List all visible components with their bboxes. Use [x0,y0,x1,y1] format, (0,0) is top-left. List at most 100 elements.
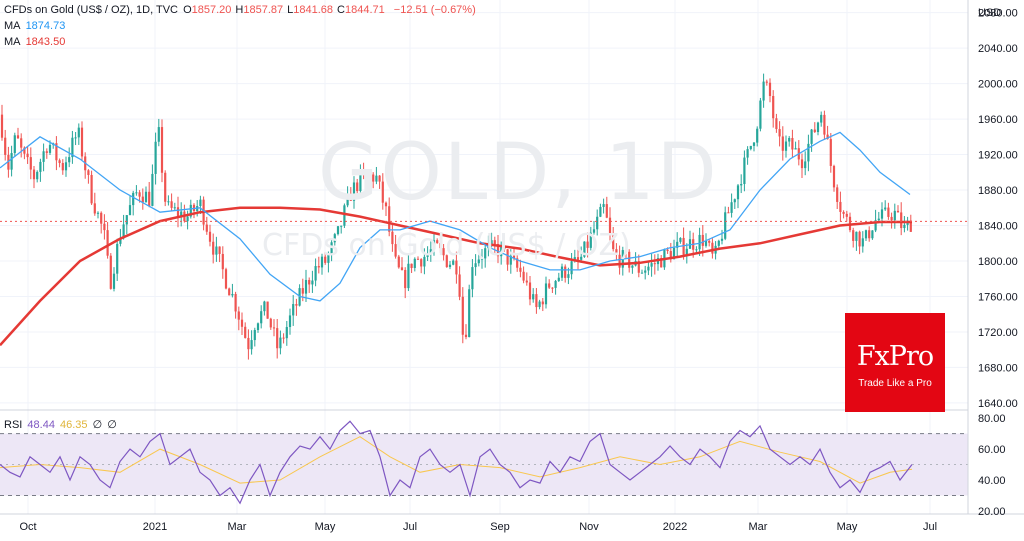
candle [650,253,653,277]
candle [394,234,397,259]
candle [122,214,125,240]
candle [535,288,538,314]
candle [365,170,368,176]
time-tick: May [315,521,336,533]
candle [548,279,551,290]
candle [359,164,362,198]
candle [87,169,90,184]
candle [564,264,567,283]
price-tick: 1840.00 [978,221,1018,233]
candle [586,232,589,258]
candle [455,251,458,284]
candle [125,215,128,235]
candle [644,265,647,280]
candle [775,113,778,133]
candle [330,238,333,262]
candle [7,146,10,178]
rsi-band [0,433,968,496]
ma-fast-label: MA [4,20,21,32]
candle [439,236,442,253]
ma-slow-legend[interactable]: MA 1843.50 [4,36,67,48]
rsi-axis[interactable]: 80.00 60.00 40.00 20.00 [978,413,1006,518]
candle [685,243,688,264]
candle [839,191,842,222]
ma-slow-label: MA [4,36,21,48]
candle [602,198,605,214]
price-tick: 1640.00 [978,398,1018,410]
candle [109,253,112,290]
price-tick: 2000.00 [978,79,1018,91]
candle [516,253,519,272]
time-gridlines [27,0,931,514]
candle [900,202,903,236]
candle [186,210,189,230]
candle [589,226,592,251]
candle [445,254,448,268]
candle [237,306,240,331]
candle [836,184,839,210]
candle [522,266,525,284]
candle [410,263,413,273]
candle [781,126,784,161]
candle [84,152,87,179]
candle [4,129,7,161]
candle [660,255,663,268]
candle [231,283,234,298]
candle [576,249,580,270]
rsi-legend[interactable]: RSI 48.44 46.35 ∅ ∅ [4,418,119,431]
rsi-tick: 20.00 [978,506,1006,518]
logo-tagline: Trade Like a Pro [858,378,932,389]
candle [135,185,138,196]
ohlc-c: C1844.71 [337,4,385,16]
logo-brand: FxPro [856,341,934,372]
candle [800,153,804,178]
ohlc-o: O1857.20 [183,4,232,16]
candle [784,135,788,158]
candle [580,246,583,263]
candle [823,110,826,140]
candle [858,230,861,255]
candle [304,269,308,303]
candle [746,146,749,165]
price-axis[interactable]: 2080.00 2040.00 2000.00 1960.00 1920.00 1880.… [978,8,1018,410]
rsi-extra-1: ∅ [92,419,103,431]
candle [336,226,340,236]
candle [10,145,13,177]
candle [816,121,820,136]
ma-slow-value: 1843.50 [25,36,66,48]
candle [855,231,858,251]
candle [708,239,711,247]
candle [788,136,791,147]
candle [804,151,807,176]
time-tick: Oct [19,521,36,533]
candle [68,147,71,168]
candle [887,202,890,220]
candle [295,298,298,316]
fxpro-logo: FxPro Trade Like a Pro [845,313,945,412]
candle [768,78,772,103]
candle [266,301,269,319]
candle [845,210,848,222]
time-axis[interactable]: Oct 2021 Mar May Jul Sep Nov 2022 Mar May Jul [19,521,937,533]
candle [903,216,906,233]
candle [608,207,612,243]
candle [167,195,170,206]
candle [154,132,157,185]
candle [842,210,845,219]
ma-fast-legend[interactable]: MA 1874.73 [4,20,67,32]
candle [772,90,775,128]
candle [733,198,736,209]
candle [458,266,461,301]
symbol-title[interactable]: CFDs on Gold (US$ / OZ), 1D, TVC [4,4,179,16]
candle [477,254,480,267]
candle [596,209,599,236]
candle [416,256,420,260]
watermark-subtitle: CFDs on Gold (US$ / OZ) [262,228,631,263]
candle [765,79,768,86]
candle [375,166,378,185]
candle [442,244,445,261]
candle [560,263,564,281]
price-tick: 1880.00 [978,185,1018,197]
rsi-extra-2: ∅ [107,419,117,431]
candle [400,257,404,271]
